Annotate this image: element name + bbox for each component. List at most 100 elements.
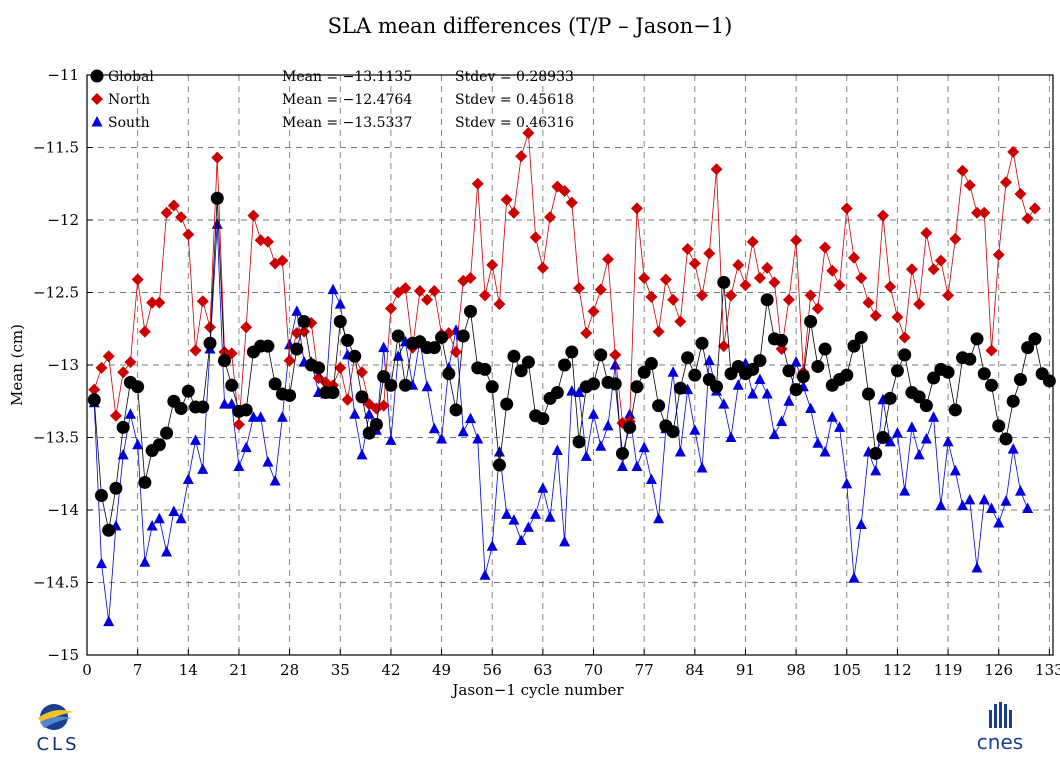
point-south bbox=[993, 517, 1005, 528]
point-north bbox=[478, 289, 491, 302]
point-north bbox=[913, 298, 926, 311]
point-south bbox=[392, 350, 404, 361]
point-global bbox=[912, 390, 926, 404]
point-global bbox=[131, 380, 145, 394]
point-south bbox=[168, 505, 180, 516]
point-south bbox=[985, 502, 997, 514]
point-south bbox=[515, 534, 527, 545]
point-south bbox=[616, 460, 628, 471]
point-north bbox=[109, 409, 122, 422]
point-global bbox=[217, 354, 231, 368]
point-global bbox=[746, 362, 760, 376]
point-north bbox=[558, 185, 571, 197]
cls-logo: CLS bbox=[28, 700, 88, 765]
point-global bbox=[261, 339, 275, 353]
point-global bbox=[492, 458, 506, 472]
point-north bbox=[261, 235, 274, 248]
point-north bbox=[167, 199, 180, 212]
point-south bbox=[805, 402, 817, 413]
point-south bbox=[240, 441, 252, 453]
point-global bbox=[630, 380, 644, 394]
point-global bbox=[666, 425, 680, 439]
point-north bbox=[95, 361, 108, 374]
point-south bbox=[233, 460, 245, 471]
point-south bbox=[378, 341, 390, 353]
point-south bbox=[551, 444, 563, 456]
point-south bbox=[674, 446, 686, 457]
legend-marker-global bbox=[90, 69, 104, 83]
point-global bbox=[521, 355, 535, 369]
point-north bbox=[768, 276, 781, 289]
point-global bbox=[992, 419, 1006, 433]
point-north bbox=[934, 254, 947, 267]
point-north bbox=[985, 344, 998, 357]
point-north bbox=[826, 264, 839, 277]
point-north bbox=[790, 234, 803, 247]
point-south bbox=[465, 412, 477, 424]
point-north bbox=[819, 241, 832, 254]
point-north bbox=[1021, 212, 1034, 225]
legend-mean-global: Mean = −13.1135 bbox=[282, 69, 412, 85]
point-south bbox=[530, 508, 542, 519]
point-south bbox=[942, 435, 954, 447]
point-north bbox=[978, 206, 991, 219]
point-south bbox=[161, 546, 173, 557]
point-global bbox=[637, 365, 651, 379]
point-north bbox=[609, 348, 622, 361]
point-global bbox=[427, 341, 441, 355]
point-north bbox=[638, 272, 651, 284]
point-south bbox=[486, 540, 498, 551]
point-north bbox=[211, 151, 224, 164]
point-south bbox=[255, 411, 267, 422]
point-north bbox=[710, 163, 723, 176]
point-global bbox=[977, 367, 991, 381]
y-tick-label: −13.5 bbox=[33, 429, 79, 447]
point-north bbox=[942, 289, 955, 302]
point-south bbox=[559, 535, 571, 547]
x-tick-label: 0 bbox=[82, 661, 92, 679]
point-global bbox=[152, 438, 166, 452]
point-global bbox=[941, 365, 955, 379]
point-global bbox=[181, 384, 195, 398]
point-global bbox=[890, 364, 904, 378]
point-north bbox=[471, 177, 484, 190]
point-global bbox=[94, 489, 108, 502]
point-north bbox=[283, 354, 296, 367]
point-global bbox=[536, 412, 550, 426]
point-north bbox=[667, 293, 680, 306]
point-global bbox=[796, 370, 810, 384]
point-global bbox=[984, 378, 998, 392]
point-north bbox=[746, 235, 759, 248]
y-tick-label: −12 bbox=[47, 211, 79, 229]
point-global bbox=[789, 383, 803, 397]
point-south bbox=[247, 411, 259, 422]
point-global bbox=[550, 386, 564, 400]
point-south bbox=[747, 388, 759, 399]
point-global bbox=[333, 315, 347, 328]
point-global bbox=[804, 315, 818, 328]
point-north bbox=[717, 340, 730, 353]
series-global bbox=[87, 191, 1056, 537]
cls-logo-mark bbox=[38, 704, 74, 730]
point-south bbox=[653, 512, 665, 524]
point-global bbox=[963, 352, 977, 366]
point-global bbox=[398, 378, 412, 392]
point-north bbox=[739, 279, 752, 292]
point-global bbox=[775, 333, 789, 347]
point-north bbox=[630, 202, 643, 215]
point-north bbox=[536, 261, 549, 274]
point-global bbox=[811, 359, 825, 373]
x-tick-label: 70 bbox=[584, 661, 603, 679]
point-global bbox=[623, 420, 637, 434]
point-global bbox=[948, 403, 962, 417]
point-south bbox=[436, 432, 448, 444]
point-south bbox=[891, 427, 903, 438]
point-global bbox=[102, 523, 116, 537]
point-global bbox=[681, 351, 695, 365]
point-south bbox=[1022, 502, 1034, 514]
point-global bbox=[507, 349, 521, 363]
y-tick-label: −15 bbox=[47, 646, 79, 664]
point-south bbox=[508, 514, 520, 525]
y-tick-label: −12.5 bbox=[33, 284, 79, 302]
x-tick-label: 91 bbox=[736, 661, 755, 679]
